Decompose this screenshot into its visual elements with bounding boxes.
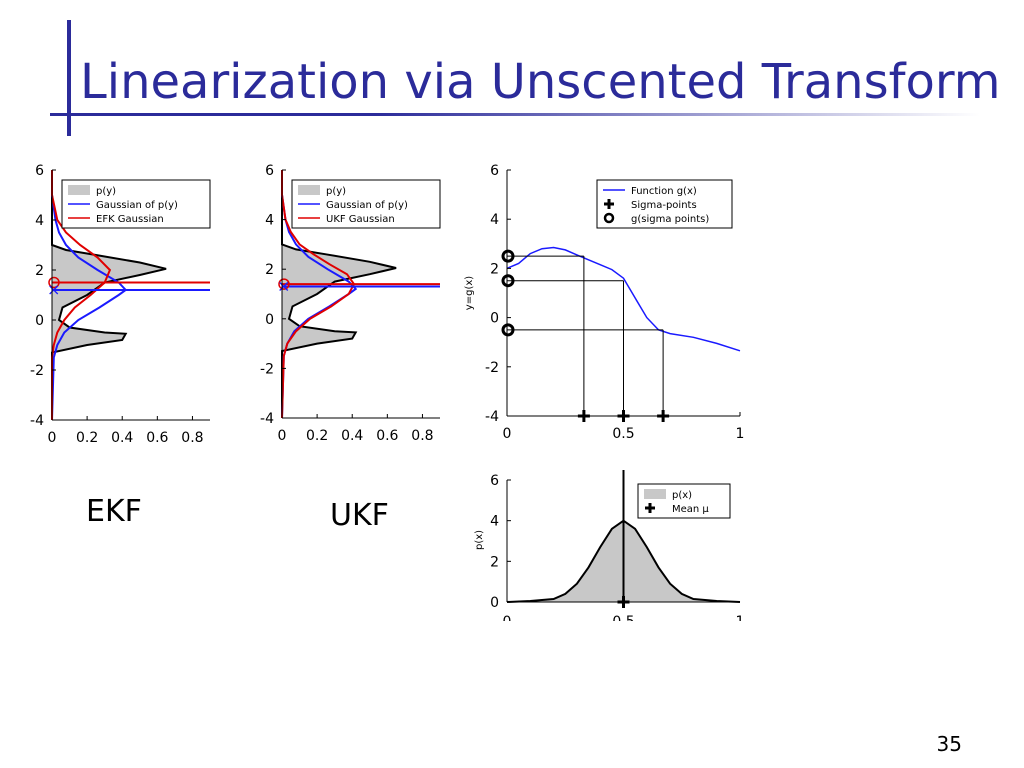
prior-xtick-label: 0	[503, 614, 512, 630]
ekf-ytick-label: 0	[35, 313, 44, 329]
ekf-xtick-label: 0.8	[181, 430, 203, 446]
ekf-xtick-label: 0.4	[111, 430, 133, 446]
transform-legend-entry: Function g(x)	[631, 186, 697, 197]
transform-ytick-label: -4	[485, 409, 499, 425]
ukf-legend-entry: p(y)	[326, 186, 346, 197]
ekf-ytick-label: 2	[35, 263, 44, 279]
ekf-xtick-label: 0.6	[146, 430, 168, 446]
ukf-ytick-label: 6	[265, 163, 274, 179]
prior-ylabel: p(x)	[474, 530, 485, 550]
ekf-ytick-label: 6	[35, 163, 44, 179]
ukf-filter-gaussian-line	[281, 170, 356, 419]
prior-xticks: 0 0.5 1	[503, 614, 745, 630]
transform-ytick-label: 4	[490, 212, 499, 228]
slide-title: Linearization via Unscented Transform	[80, 54, 1001, 110]
ukf-legend-entry: Gaussian of p(y)	[326, 200, 408, 211]
ukf-ytick-label: -4	[260, 411, 274, 427]
transform-ytick-label: 2	[490, 261, 499, 277]
ekf-plot: × -4 -2 0 2 4 6 0 0.2 0.4 0.6 0.8 p(y) Gaussian of p(…	[30, 163, 211, 446]
ekf-legend-patch	[68, 185, 90, 195]
transform-legend	[596, 179, 733, 229]
transform-ytick-label: 6	[490, 163, 499, 179]
prior-legend-patch	[644, 489, 666, 499]
prior-legend-entry: Mean μ	[672, 504, 709, 515]
ekf-ytick-label: -4	[30, 413, 44, 429]
ekf-mean-red-marker	[48, 276, 60, 289]
ukf-xtick-label: 0.2	[306, 428, 328, 444]
ukf-xtick-label: 0.8	[411, 428, 433, 444]
prior-xtick-label: 1	[736, 614, 745, 630]
transform-g-sigma-point	[501, 323, 515, 337]
transform-ytick-label: 0	[490, 311, 499, 327]
ukf-plot: × -4 -2 0 2 4 6 0 0.2 0.4 0.6 0.8 p(y) Gaussian of p(…	[260, 163, 441, 444]
ekf-legend-entry: Gaussian of p(y)	[96, 200, 178, 211]
transform-ytick-label: -2	[485, 360, 499, 376]
ekf-ytick-label: 4	[35, 213, 44, 229]
ekf-xtick-label: 0.2	[76, 430, 98, 446]
ukf-xtick-label: 0	[278, 428, 287, 444]
ekf-xtick-label: 0	[48, 430, 57, 446]
transform-xtick-label: 0	[503, 426, 512, 442]
prior-ytick-label: 4	[490, 514, 499, 530]
transform-xtick-label: 1	[736, 426, 745, 442]
transform-legend-circle	[603, 212, 615, 224]
ukf-legend-entry: UKF Gaussian	[326, 214, 395, 225]
transform-legend-entry: g(sigma points)	[631, 214, 709, 225]
ekf-legend-entry: EFK Gaussian	[96, 214, 164, 225]
prior-legend-entry: p(x)	[672, 490, 692, 501]
ukf-label: UKF	[330, 498, 389, 533]
transform-g-sigma-point	[501, 274, 515, 288]
ekf-py-line	[51, 170, 167, 420]
ukf-ytick-label: 2	[265, 262, 274, 278]
ekf-mean-blue-marker: ×	[47, 280, 60, 299]
transform-plot: -4 -2 0 2 4 6 0 0.5 1 y=g(x) Function g(x) Sigma-po…	[464, 163, 744, 442]
title-accent-vertical	[67, 20, 71, 136]
prior-ytick-label: 6	[490, 473, 499, 489]
ekf-ytick-label: -2	[30, 363, 44, 379]
transform-g-sigma-point	[501, 249, 515, 263]
ekf-py-fill	[52, 170, 167, 420]
ukf-mean-red-marker	[278, 278, 290, 290]
ukf-ytick-label: 4	[265, 213, 274, 229]
ukf-xtick-label: 0.6	[376, 428, 398, 444]
page-number: 35	[936, 732, 962, 756]
ekf-label: EKF	[86, 494, 142, 529]
ukf-ytick-label: 0	[265, 312, 274, 328]
ukf-xtick-label: 0.4	[341, 428, 363, 444]
transform-function-line	[506, 246, 741, 352]
prior-xtick-label: 0.5	[612, 614, 634, 630]
prior-ytick-label: 0	[490, 595, 499, 611]
ekf-gaussian-line	[51, 170, 128, 421]
ekf-legend-entry: p(y)	[96, 186, 116, 197]
prior-ytick-label: 2	[490, 554, 499, 570]
ukf-mean-blue-marker: ×	[277, 277, 290, 296]
transform-ylabel: y=g(x)	[464, 276, 475, 310]
transform-xtick-label: 0.5	[612, 426, 634, 442]
ukf-py-line	[281, 170, 397, 418]
transform-legend-entry: Sigma-points	[631, 200, 697, 211]
ukf-legend-patch	[298, 185, 320, 195]
ukf-py-fill	[282, 170, 397, 418]
ukf-ytick-label: -2	[260, 361, 274, 377]
title-underline	[50, 113, 980, 116]
